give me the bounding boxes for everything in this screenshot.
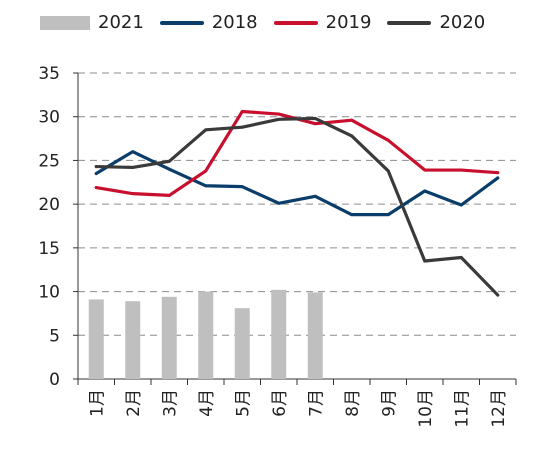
x-tick-label-12: 12月: [489, 389, 509, 428]
x-tick-label-10: 10月: [416, 389, 436, 428]
line-2020: [94, 116, 500, 297]
y-tick-label-35: 35: [38, 64, 60, 84]
y-tick-label-25: 25: [38, 151, 60, 171]
point-2018-6: [277, 201, 281, 205]
y-tick-label-10: 10: [38, 283, 60, 303]
point-2019-4: [204, 169, 208, 173]
y-tick-label-20: 20: [38, 195, 60, 215]
x-tick-label-11: 11月: [452, 389, 472, 428]
point-2018-4: [204, 184, 208, 188]
legend-swatch-2019: [273, 20, 318, 25]
x-tick-label-5: 5月: [233, 389, 253, 417]
point-2020-11: [459, 256, 463, 259]
legend: 2021 2018 2019 2020: [40, 12, 485, 33]
x-tick-label-2: 2月: [124, 389, 144, 417]
legend-label-2020: 2020: [439, 12, 486, 33]
point-2019-1: [94, 186, 98, 189]
point-2019-6: [277, 112, 281, 116]
x-tick-label-9: 9月: [379, 389, 399, 417]
bar-2021-1: [88, 299, 104, 379]
x-tick-label-3: 3月: [160, 389, 180, 417]
point-2019-5: [240, 110, 244, 113]
line-2018: [94, 150, 500, 217]
point-2020-12: [496, 293, 500, 297]
point-2020-7: [313, 117, 317, 120]
point-2018-12: [496, 176, 500, 180]
line-2019: [94, 109, 500, 197]
point-2018-1: [94, 172, 98, 175]
point-2018-3: [167, 167, 171, 171]
y-tick-label-30: 30: [38, 108, 60, 128]
legend-label-2021: 2021: [98, 12, 144, 33]
point-2019-7: [313, 122, 317, 126]
point-2020-8: [350, 134, 354, 138]
point-2019-9: [386, 138, 390, 142]
point-2020-2: [131, 166, 135, 169]
legend-item-2021: 2021: [40, 12, 144, 33]
point-2020-3: [167, 159, 171, 163]
point-2019-2: [131, 192, 135, 196]
bar-2021-2: [125, 301, 141, 379]
x-tick-label-7: 7月: [306, 389, 326, 417]
point-2019-10: [423, 168, 427, 172]
point-2020-1: [94, 165, 98, 168]
bar-2021-7: [307, 292, 323, 379]
legend-item-2019: 2019: [273, 12, 372, 33]
point-2018-8: [350, 213, 354, 217]
x-tick-label-6: 6月: [270, 389, 290, 417]
x-tick-label-4: 4月: [197, 389, 217, 417]
legend-swatch-2021: [40, 15, 90, 30]
legend-swatch-2018: [159, 20, 204, 25]
point-2018-9: [386, 213, 390, 217]
bar-2021-3: [161, 296, 177, 379]
y-tick-label-5: 5: [49, 326, 60, 346]
bar-2021-6: [271, 289, 287, 379]
y-tick-label-15: 15: [38, 239, 60, 259]
point-2019-8: [350, 118, 354, 122]
point-2019-11: [459, 168, 463, 172]
point-2020-9: [386, 169, 390, 173]
bar-2021-4: [198, 291, 214, 379]
point-2019-12: [496, 171, 500, 175]
legend-item-2018: 2018: [159, 12, 258, 33]
point-2018-7: [313, 194, 317, 198]
legend-label-2019: 2019: [325, 12, 372, 33]
point-2018-5: [240, 185, 244, 189]
point-2018-10: [423, 189, 427, 193]
x-tick-label-8: 8月: [343, 389, 363, 417]
point-2020-10: [423, 259, 427, 263]
y-tick-label-0: 0: [49, 370, 60, 390]
x-tick-label-1: 1月: [87, 389, 107, 417]
legend-swatch-2020: [387, 20, 432, 25]
point-2018-11: [459, 203, 463, 207]
point-2019-3: [167, 194, 171, 197]
bar-2021-5: [234, 308, 250, 379]
legend-label-2018: 2018: [211, 12, 258, 33]
point-2018-2: [131, 150, 135, 154]
legend-item-2020: 2020: [387, 12, 485, 33]
point-2020-6: [277, 117, 281, 121]
point-2020-5: [240, 125, 244, 129]
point-2020-4: [204, 128, 208, 132]
